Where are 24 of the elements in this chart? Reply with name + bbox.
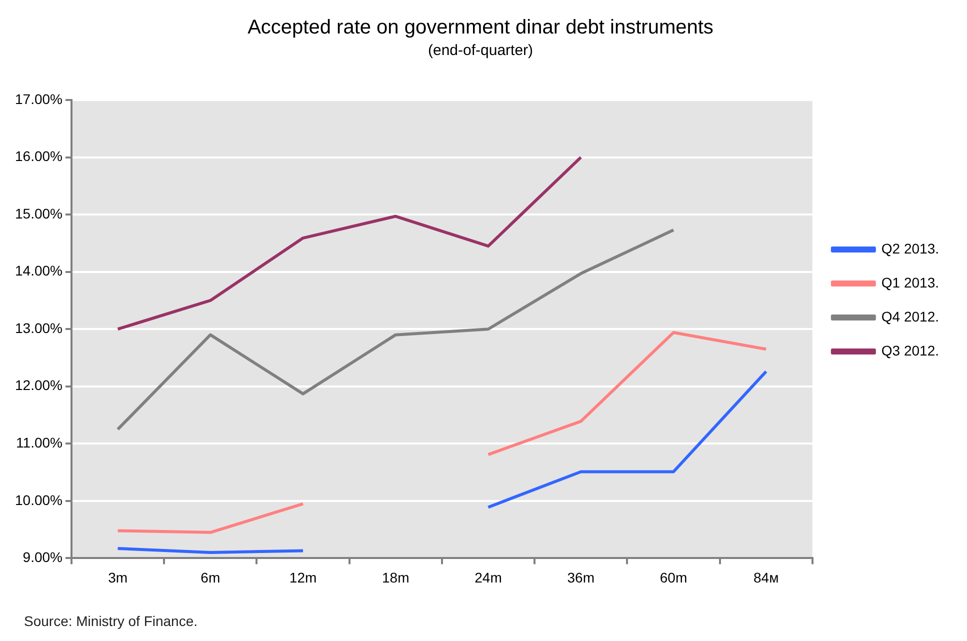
- x-tick-label: 18m: [382, 569, 410, 586]
- source-note: Source: Ministry of Finance.: [24, 612, 198, 629]
- chart-subtitle: (end-of-quarter): [428, 42, 534, 60]
- legend-label: Q3 2012.: [881, 342, 940, 358]
- x-tick-label: 84м: [753, 569, 779, 586]
- chart-title: Accepted rate on government dinar debt instruments: [248, 16, 714, 39]
- y-tick-label: 17.00%: [15, 90, 62, 107]
- y-tick-label: 10.00%: [15, 492, 62, 508]
- y-tick-label: 9.00%: [22, 549, 62, 566]
- y-tick-label: 13.00%: [15, 320, 62, 336]
- x-tick-label: 36m: [567, 569, 594, 586]
- legend-label: Q4 2012.: [881, 308, 940, 324]
- y-tick-label: 12.00%: [15, 377, 62, 394]
- x-tick-label: 24m: [474, 569, 502, 586]
- x-tick-label: 6m: [200, 569, 220, 586]
- x-tick-label: 60m: [660, 569, 688, 586]
- x-tick-label: 12m: [289, 569, 317, 586]
- y-tick-label: 14.00%: [15, 262, 62, 279]
- y-tick-label: 15.00%: [15, 205, 62, 222]
- y-tick-label: 16.00%: [15, 148, 62, 164]
- x-tick-label: 3m: [108, 569, 128, 586]
- y-tick-label: 11.00%: [16, 434, 62, 451]
- legend-label: Q1 2013.: [881, 274, 940, 290]
- legend-label: Q2 2013.: [881, 240, 940, 256]
